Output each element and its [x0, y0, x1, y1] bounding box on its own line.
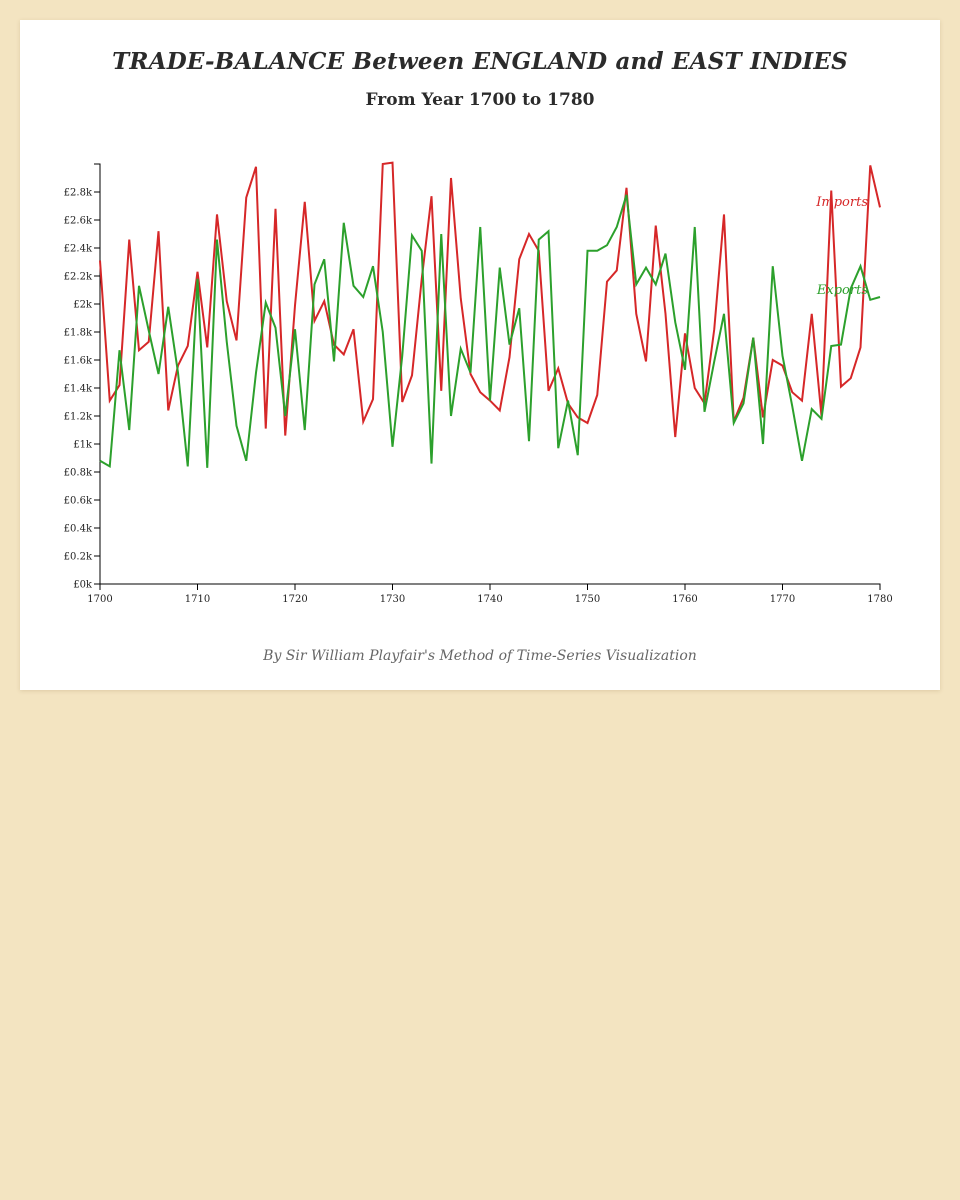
y-tick-label: £1k — [73, 440, 93, 451]
y-tick-label: £0.4k — [64, 524, 93, 535]
x-tick-label: 1750 — [575, 594, 600, 605]
x-tick-label: 1730 — [380, 594, 405, 605]
chart-subtitle: From Year 1700 to 1780 — [365, 90, 595, 110]
series-label-exports: Exports — [816, 283, 868, 298]
y-tick-label: £0k — [73, 580, 93, 591]
y-axis-line — [94, 163, 101, 585]
series-layer — [99, 161, 881, 469]
y-tick-label: £1.4k — [64, 384, 93, 395]
x-tick-label: 1710 — [185, 594, 210, 605]
chart-card: TRADE-BALANCE Between ENGLAND and EAST I… — [20, 20, 940, 690]
x-tick-label: 1700 — [87, 594, 112, 605]
axes: £0k £0.2k £0.4k £0.6k £0.8k £1k £1.2k £1.4k £1.6… — [64, 163, 893, 605]
x-tick-label: 1760 — [672, 594, 697, 605]
y-tick-label: £1.2k — [64, 412, 93, 423]
x-tick-label: 1770 — [770, 594, 795, 605]
y-tick-label: £1.8k — [64, 328, 93, 339]
y-tick-label: £0.8k — [64, 468, 93, 479]
y-tick-label: £2k — [73, 300, 93, 311]
y-tick-label: £2.8k — [64, 188, 93, 199]
y-tick-label: £2.4k — [64, 244, 93, 255]
line-chart: £0k £0.2k £0.4k £0.6k £0.8k £1k £1.2k £1.4k £1.6… — [64, 161, 893, 605]
series-line-exports — [99, 194, 881, 469]
y-tick-label: £2.6k — [64, 216, 93, 227]
chart-title: TRADE-BALANCE Between ENGLAND and EAST I… — [112, 48, 848, 75]
y-tick-label: £0.6k — [64, 496, 93, 507]
x-tick-label: 1720 — [282, 594, 307, 605]
series-labels: Imports Exports — [815, 195, 868, 298]
x-tick-label: 1740 — [477, 594, 502, 605]
y-tick-label: £0.2k — [64, 552, 93, 563]
y-tick-label: £2.2k — [64, 272, 93, 283]
y-tick-label: £1.6k — [64, 356, 93, 367]
x-tick-label: 1780 — [867, 594, 892, 605]
series-label-imports: Imports — [815, 195, 868, 210]
chart-footer: By Sir William Playfair's Method of Time… — [263, 648, 697, 664]
